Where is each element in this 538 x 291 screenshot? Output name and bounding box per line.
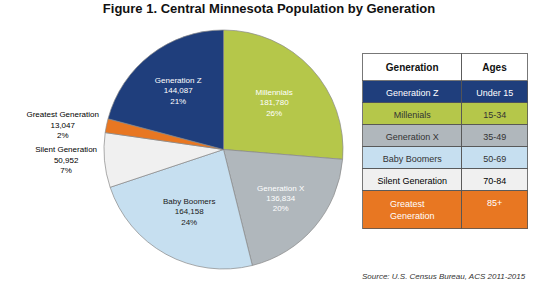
svg-text:GreatestGeneration: GreatestGeneration: [390, 199, 435, 221]
svg-text:Generation Z: Generation Z: [386, 88, 439, 98]
svg-text:Source: U.S. Census Bureau, AC: Source: U.S. Census Bureau, ACS 2011-201…: [362, 272, 526, 281]
svg-text:Generation: Generation: [386, 62, 439, 73]
svg-text:Generation X136,83420%: Generation X136,83420%: [257, 184, 305, 214]
svg-text:50-69: 50-69: [483, 154, 506, 164]
svg-text:Millennials181,78026%: Millennials181,78026%: [255, 88, 292, 118]
svg-text:Silent Generation50,9527%: Silent Generation50,9527%: [35, 145, 97, 175]
svg-text:Baby Boomers164,15824%: Baby Boomers164,15824%: [163, 197, 215, 227]
svg-text:Generation X: Generation X: [386, 132, 439, 142]
svg-text:15-34: 15-34: [483, 110, 506, 120]
svg-text:35-49: 35-49: [483, 132, 506, 142]
svg-text:70-84: 70-84: [483, 176, 506, 186]
svg-text:Generation Z144,08721%: Generation Z144,08721%: [155, 76, 202, 106]
svg-text:Under 15: Under 15: [476, 88, 513, 98]
svg-text:Greatest Generation13,0472%: Greatest Generation13,0472%: [26, 110, 98, 140]
svg-text:Figure 1. Central Minnesota Po: Figure 1. Central Minnesota Population b…: [103, 1, 435, 16]
svg-text:Millenials: Millenials: [394, 110, 432, 120]
svg-text:Baby Boomers: Baby Boomers: [383, 154, 443, 164]
svg-text:Ages: Ages: [482, 62, 507, 73]
svg-text:85+: 85+: [487, 198, 502, 208]
svg-text:Silent Generation: Silent Generation: [377, 176, 447, 186]
